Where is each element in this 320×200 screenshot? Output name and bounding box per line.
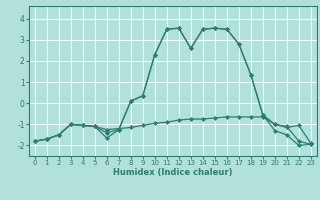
X-axis label: Humidex (Indice chaleur): Humidex (Indice chaleur) — [113, 168, 233, 177]
